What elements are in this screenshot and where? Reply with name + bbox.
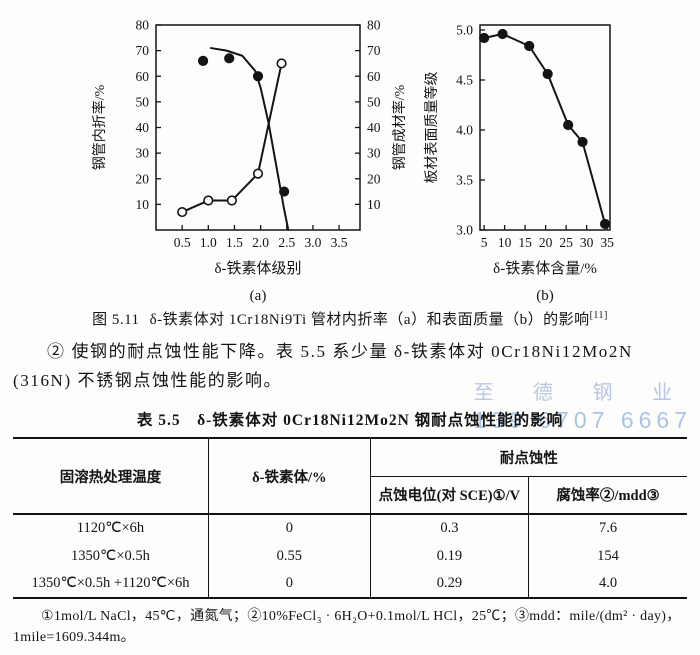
cell-rate: 154 xyxy=(597,547,619,564)
cell-treatment: 1120℃×6h xyxy=(13,514,209,542)
svg-text:δ-铁素体含量/%: δ-铁素体含量/% xyxy=(493,260,597,277)
svg-text:3.5: 3.5 xyxy=(456,173,473,188)
svg-text:30: 30 xyxy=(580,235,594,250)
cell-ferrite: 0.55 xyxy=(208,542,371,570)
cell-potential: 0.19 xyxy=(370,542,530,570)
watermark-brand-text: 至 德 钢 业 xyxy=(473,382,690,404)
header-pitting-resistance-group: 耐点蚀性 xyxy=(370,438,687,477)
watermark: 至 德 钢 业 139 6707 6667 xyxy=(474,376,693,434)
figure-caption: 图 5.11 δ-铁素体对 1Cr18Ni9Ti 管材内折率（a）和表面质量（b）… xyxy=(0,308,700,329)
footnote-line-1: ①1mol/L NaCl，45℃，通氮气；②10%FeCl₃ · 6H₂O+0.… xyxy=(41,609,681,624)
svg-text:30: 30 xyxy=(367,146,381,161)
svg-text:40: 40 xyxy=(367,120,381,135)
svg-text:80: 80 xyxy=(136,18,150,33)
svg-text:10: 10 xyxy=(498,235,512,250)
figure-5-11: 10 10 20 20 30 30 40 40 50 50 60 60 70 70 80 80 0.5 1.0 1.… xyxy=(0,0,700,306)
svg-text:80: 80 xyxy=(367,18,381,33)
svg-text:15: 15 xyxy=(518,235,532,250)
table-5-5: 固溶热处理温度 δ-铁素体/% 耐点蚀性 点蚀电位(对 SCE)①/V 腐蚀率②… xyxy=(13,437,687,599)
svg-text:60: 60 xyxy=(367,69,381,84)
body-paragraph: ② 使钢的耐点蚀性能下降。表 5.5 系少量 δ-铁素体对 0Cr18Ni12M… xyxy=(0,337,700,395)
header-treatment: 固溶热处理温度 xyxy=(13,438,209,515)
cell-potential: 0.3 xyxy=(370,514,530,542)
svg-text:5: 5 xyxy=(481,235,488,250)
svg-text:40: 40 xyxy=(136,120,150,135)
svg-text:4.0: 4.0 xyxy=(456,123,473,138)
cell-ferrite: 0 xyxy=(208,514,371,542)
svg-text:70: 70 xyxy=(136,43,150,58)
svg-text:25: 25 xyxy=(559,235,573,250)
svg-text:50: 50 xyxy=(367,94,381,109)
cell-rate: 4.0 xyxy=(598,575,618,591)
cell-treatment: 1350℃×0.5h xyxy=(13,542,209,570)
watermark-phone-text: 139 6707 6667 xyxy=(473,407,692,433)
svg-text:70: 70 xyxy=(367,43,381,58)
table-row: 1350℃×0.5h 0.55 0.19 154 xyxy=(13,542,687,570)
footnote-line-2: 1mile=1609.344m。 xyxy=(13,630,135,645)
svg-text:板材表面质量等级: 板材表面质量等级 xyxy=(423,72,440,184)
cell-ferrite: 0 xyxy=(208,570,371,598)
svg-text:(b): (b) xyxy=(536,288,554,304)
svg-text:10: 10 xyxy=(367,197,381,212)
svg-text:30: 30 xyxy=(136,146,150,161)
svg-text:5.0: 5.0 xyxy=(456,23,473,38)
svg-text:3.5: 3.5 xyxy=(331,235,348,250)
svg-text:4.5: 4.5 xyxy=(456,73,473,88)
svg-text:钢管成材率/%: 钢管成材率/% xyxy=(391,84,408,170)
header-ferrite: δ-铁素体/% xyxy=(208,438,371,515)
svg-text:1.5: 1.5 xyxy=(226,235,243,250)
table-title: 表 5.5 δ-铁素体对 0Cr18Ni12Mo2N 钢耐点蚀性能的影响 xyxy=(136,412,564,429)
figure-caption-reference: [11] xyxy=(589,310,608,321)
table-row: 1120℃×6h 0 0.3 7.6 xyxy=(13,514,687,542)
cell-rate: 7.6 xyxy=(598,520,618,536)
svg-text:10: 10 xyxy=(136,197,150,212)
svg-text:20: 20 xyxy=(539,235,553,250)
chart-b-surface-quality: 3.0 3.5 4.0 4.5 5.0 5 10 15 20 25 30 35 板材表面质量等级 δ-铁素… xyxy=(423,23,614,305)
svg-text:60: 60 xyxy=(136,69,150,84)
svg-text:1.0: 1.0 xyxy=(200,235,217,250)
paragraph-line-2: (316N) 不锈钢点蚀性能的影响。 xyxy=(13,371,283,390)
chart-a-pipe-fold-rate: 10 10 20 20 30 30 40 40 50 50 60 60 70 70 80 80 0.5 1.0 1.… xyxy=(91,18,408,305)
paragraph-line-1: ② 使钢的耐点蚀性能下降。表 5.5 系少量 δ-铁素体对 0Cr18Ni12M… xyxy=(47,342,633,361)
svg-text:钢管内折率/%: 钢管内折率/% xyxy=(91,84,108,170)
figure-caption-text: δ-铁素体对 1Cr18Ni9Ti 管材内折率（a）和表面质量（b）的影响 xyxy=(149,312,590,328)
svg-text:2.0: 2.0 xyxy=(252,235,269,250)
svg-text:δ-铁素体级别: δ-铁素体级别 xyxy=(214,260,301,277)
svg-text:35: 35 xyxy=(600,235,614,250)
table-row: 1350℃×0.5h +1120℃×6h 0 0.29 4.0 xyxy=(13,570,687,598)
svg-text:0.5: 0.5 xyxy=(174,235,191,250)
figure-caption-number: 图 5.11 xyxy=(92,312,140,328)
svg-text:20: 20 xyxy=(367,171,381,186)
cell-treatment: 1350℃×0.5h +1120℃×6h xyxy=(13,570,209,598)
table-footnotes: ①1mol/L NaCl，45℃，通氮气；②10%FeCl₃ · 6H₂O+0.… xyxy=(0,606,700,648)
svg-text:3.0: 3.0 xyxy=(456,223,473,238)
svg-text:20: 20 xyxy=(136,171,150,186)
cell-potential: 0.29 xyxy=(370,570,530,598)
svg-text:50: 50 xyxy=(136,94,150,109)
svg-text:2.5: 2.5 xyxy=(278,235,295,250)
header-corrosion-rate: 腐蚀率②/mdd③ xyxy=(528,476,687,515)
svg-text:3.0: 3.0 xyxy=(304,235,321,250)
svg-text:(a): (a) xyxy=(250,288,267,304)
header-pitting-potential: 点蚀电位(对 SCE)①/V xyxy=(370,476,530,515)
